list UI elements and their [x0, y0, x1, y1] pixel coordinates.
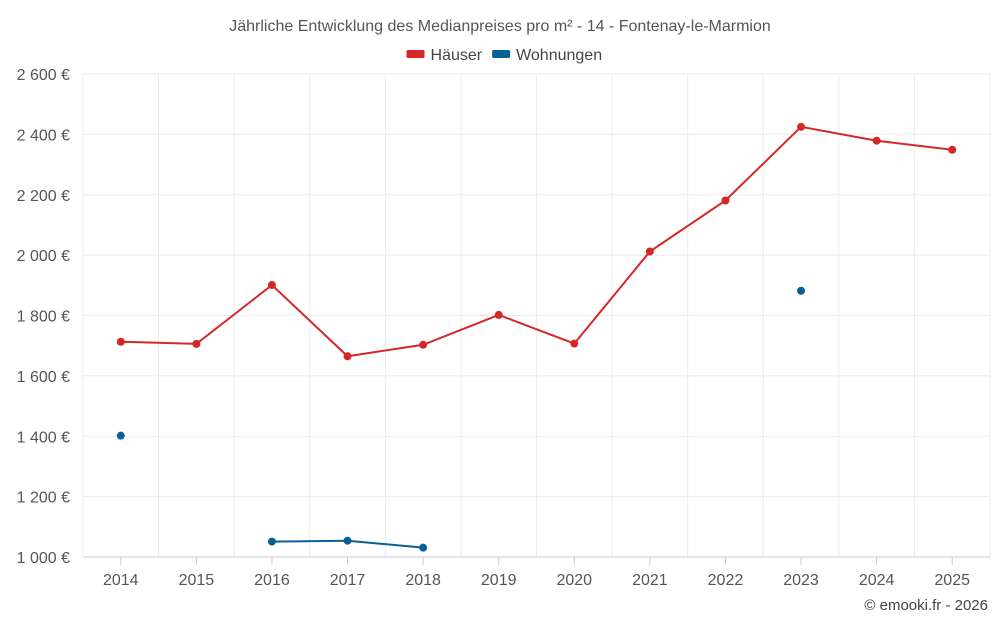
data-point[interactable]: [721, 196, 730, 205]
y-tick-label: 1 000 €: [17, 550, 70, 567]
data-point[interactable]: [343, 352, 352, 361]
legend: Häuser Wohnungen: [406, 47, 602, 64]
x-tick-label: 2023: [783, 572, 819, 589]
series-2: [116, 286, 806, 552]
data-point[interactable]: [872, 136, 881, 145]
data-point[interactable]: [116, 337, 125, 346]
y-tick-label: 1 400 €: [17, 429, 70, 446]
data-point[interactable]: [419, 543, 428, 552]
x-tick-label: 2020: [556, 572, 592, 589]
legend-item[interactable]: Häuser: [406, 47, 483, 64]
x-tick-label: 2025: [934, 572, 970, 589]
y-tick-label: 1 800 €: [17, 309, 70, 326]
data-point[interactable]: [797, 122, 806, 131]
legend-swatch: [492, 50, 511, 58]
data-point[interactable]: [192, 339, 201, 348]
legend-swatch: [406, 50, 425, 58]
x-tick-label: 2016: [254, 572, 290, 589]
x-tick-label: 2017: [330, 572, 366, 589]
data-point[interactable]: [267, 537, 276, 546]
y-tick-label: 1 200 €: [17, 490, 70, 507]
grid: 1 000 € 1 200 € 1 400 € 1 600 € 1 800 € 2 000…: [17, 67, 991, 589]
y-tick-label: 2 200 €: [17, 188, 70, 205]
data-point[interactable]: [570, 339, 579, 348]
y-tick-label: 1 600 €: [17, 369, 70, 386]
x-tick-label: 2024: [859, 572, 895, 589]
series-1: [116, 122, 957, 361]
data-point[interactable]: [948, 145, 957, 154]
x-tick-label: 2015: [179, 572, 215, 589]
data-point[interactable]: [645, 247, 654, 256]
y-tick-label: 2 400 €: [17, 127, 70, 144]
series-line: [120, 125, 953, 358]
x-tick-label: 2021: [632, 572, 668, 589]
x-tick-label: 2022: [708, 572, 744, 589]
series-layer: [116, 122, 957, 552]
credit-text: © emooki.fr - 2026: [864, 597, 988, 614]
legend-label: Häuser: [431, 47, 483, 64]
y-tick-label: 2 600 €: [17, 67, 70, 84]
data-point[interactable]: [343, 536, 352, 545]
legend-item[interactable]: Wohnungen: [492, 47, 602, 64]
data-point[interactable]: [116, 431, 125, 440]
x-tick-label: 2014: [103, 572, 139, 589]
y-tick-label: 2 000 €: [17, 248, 70, 265]
legend-label: Wohnungen: [516, 47, 602, 64]
data-point[interactable]: [267, 281, 276, 290]
chart-title: Jährliche Entwicklung des Medianpreises …: [229, 18, 771, 35]
data-point[interactable]: [419, 340, 428, 349]
data-point[interactable]: [494, 310, 503, 319]
x-tick-label: 2019: [481, 572, 517, 589]
data-point[interactable]: [797, 286, 806, 295]
x-tick-label: 2018: [405, 572, 441, 589]
